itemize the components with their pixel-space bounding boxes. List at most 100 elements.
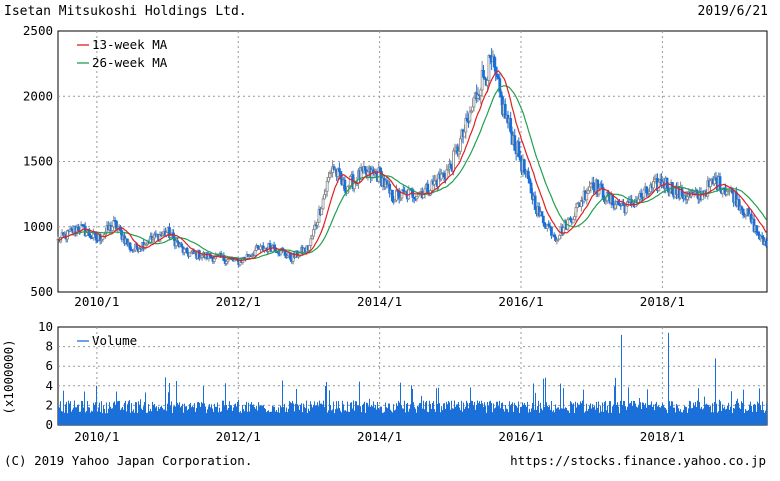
candle-body xyxy=(463,131,466,138)
copyright-text: (C) 2019 Yahoo Japan Corporation. xyxy=(4,453,253,468)
candle-body xyxy=(185,247,189,254)
candle-body xyxy=(458,138,462,152)
candle-body xyxy=(509,118,513,133)
candle-body xyxy=(472,97,476,108)
candle-body xyxy=(328,173,332,178)
price-y-tick-label: 500 xyxy=(30,284,53,299)
company-name: Isetan Mitsukoshi Holdings Ltd. xyxy=(4,4,247,19)
candle-body xyxy=(128,242,132,250)
price-x-tick-label: 2012/1 xyxy=(216,294,261,309)
volume-x-tick-label: 2010/1 xyxy=(74,429,119,444)
candle-body xyxy=(366,171,370,176)
candle-body xyxy=(316,221,320,226)
volume-y-tick-label: 8 xyxy=(45,339,53,354)
ma13-legend-label: 13-week MA xyxy=(92,37,168,52)
candle-body xyxy=(391,190,394,202)
candle-body xyxy=(586,190,590,194)
volume-x-tick-label: 2012/1 xyxy=(216,429,261,444)
volume-y-tick-label: 4 xyxy=(45,378,53,393)
candle-body xyxy=(457,150,461,155)
candle-body xyxy=(378,167,382,172)
candle-body xyxy=(592,182,595,191)
price-y-tick-label: 2000 xyxy=(23,88,53,103)
candle-body xyxy=(180,243,184,248)
volume-x-tick-label: 2018/1 xyxy=(640,429,685,444)
candle-body xyxy=(522,159,526,173)
candle-body xyxy=(320,208,324,216)
candle-body xyxy=(363,166,367,171)
candle-body xyxy=(498,78,502,93)
ma26-legend-label: 26-week MA xyxy=(92,55,168,70)
candle-body xyxy=(558,234,562,240)
candle-body xyxy=(486,80,489,86)
candle-body xyxy=(76,226,80,231)
price-panel: 2010/1 2012/1 2014/1 2016/1 2018/1 500 1000 150… xyxy=(23,23,768,309)
ma13-line xyxy=(57,70,767,262)
candle-body xyxy=(613,204,617,209)
candle-body xyxy=(718,176,722,191)
candle-body xyxy=(550,226,553,236)
candle-body xyxy=(642,189,646,198)
candle-body xyxy=(452,150,455,172)
volume-y-tick-label: 2 xyxy=(45,397,53,412)
candle-body xyxy=(253,249,257,256)
candle-body xyxy=(439,173,443,180)
candle-body xyxy=(482,70,485,78)
candle-body xyxy=(518,156,522,161)
price-x-tick-label: 2010/1 xyxy=(74,294,119,309)
candle-body xyxy=(543,222,547,227)
candle-body xyxy=(588,186,591,191)
price-y-tick-label: 1000 xyxy=(23,219,53,234)
candle-body xyxy=(652,180,655,189)
candle-body xyxy=(499,91,503,98)
candle-body xyxy=(449,163,453,169)
candle-body xyxy=(571,219,575,224)
candle-body xyxy=(85,232,88,236)
candle-body xyxy=(471,106,475,112)
candle-body xyxy=(323,194,326,200)
candle-body xyxy=(308,245,311,251)
candle-body xyxy=(426,183,430,195)
price-x-tick-label: 2016/1 xyxy=(498,294,543,309)
candle-body xyxy=(585,193,589,201)
candle-body xyxy=(309,238,313,246)
candle-body xyxy=(348,175,352,187)
volume-y-tick-label: 0 xyxy=(45,417,53,432)
volume-legend-label: Volume xyxy=(92,333,137,348)
candle-body xyxy=(755,225,759,233)
candle-body xyxy=(540,211,544,217)
candle-body xyxy=(600,183,604,189)
price-x-tick-label: 2018/1 xyxy=(640,294,685,309)
price-y-tick-label: 1500 xyxy=(23,154,53,169)
candle-body xyxy=(442,172,446,178)
candle-body xyxy=(528,178,532,184)
candles xyxy=(56,48,768,268)
volume-legend: Volume xyxy=(77,333,137,348)
volume-axis-label: (x1000000) xyxy=(1,339,16,414)
candle-body xyxy=(110,226,114,231)
candle-body xyxy=(324,190,328,195)
volume-panel: 2010/1 2012/1 2014/1 2016/1 2018/1 0 2 4 6 8 10 xyxy=(38,319,768,444)
candle-body xyxy=(94,233,98,241)
candle-body xyxy=(624,205,628,214)
candle-body xyxy=(709,180,712,187)
candle-body xyxy=(337,168,341,172)
candle-body xyxy=(312,229,315,237)
ma26-line xyxy=(57,85,767,260)
candle-body xyxy=(639,192,643,198)
candle-body xyxy=(327,177,330,182)
volume-x-tick-label: 2014/1 xyxy=(357,429,402,444)
candle-body xyxy=(283,250,287,256)
candle-body xyxy=(764,240,768,247)
candle-body xyxy=(526,171,530,180)
candle-body xyxy=(574,207,578,218)
candle-body xyxy=(87,230,91,237)
candle-body xyxy=(741,208,745,216)
candle-body xyxy=(541,215,545,224)
candle-body xyxy=(513,135,517,151)
volume-x-tick-label: 2016/1 xyxy=(498,429,543,444)
candle-body xyxy=(492,56,496,68)
source-url[interactable]: https://stocks.finance.yahoo.co.jp xyxy=(510,453,766,468)
candle-body xyxy=(573,216,576,220)
